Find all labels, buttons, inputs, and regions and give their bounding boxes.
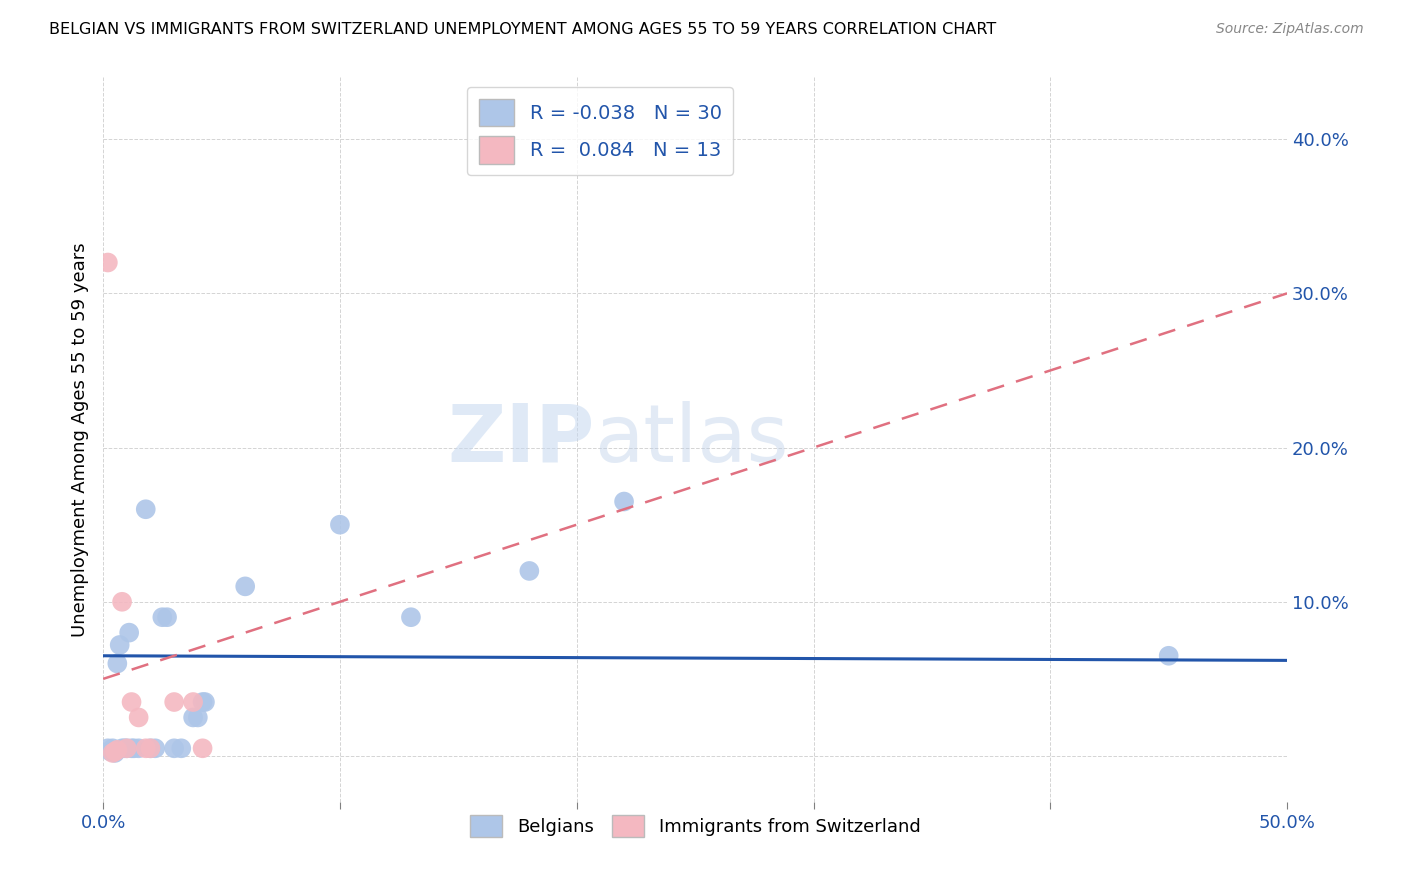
Text: atlas: atlas	[595, 401, 789, 479]
Point	[150, 610, 173, 624]
Point	[135, 502, 157, 516]
Point	[115, 741, 138, 756]
Point	[111, 741, 134, 756]
Point	[105, 743, 128, 757]
Text: ZIP: ZIP	[447, 401, 595, 479]
Point	[194, 695, 217, 709]
Y-axis label: Unemployment Among Ages 55 to 59 years: Unemployment Among Ages 55 to 59 years	[72, 243, 89, 637]
Point	[121, 741, 143, 756]
Point	[187, 710, 209, 724]
Point	[329, 517, 352, 532]
Point	[105, 657, 128, 671]
Point	[111, 595, 134, 609]
Point	[139, 741, 162, 756]
Point	[104, 744, 127, 758]
Point	[613, 494, 636, 508]
Point	[1157, 648, 1180, 663]
Point	[181, 695, 204, 709]
Point	[170, 741, 193, 756]
Point	[128, 741, 150, 756]
Point	[122, 741, 145, 756]
Point	[118, 625, 141, 640]
Point	[181, 710, 204, 724]
Point	[101, 746, 124, 760]
Point	[114, 741, 136, 756]
Point	[156, 610, 179, 624]
Point	[97, 741, 120, 756]
Point	[97, 255, 120, 269]
Point	[233, 579, 256, 593]
Point	[143, 741, 166, 756]
Point	[108, 638, 131, 652]
Point	[101, 741, 124, 756]
Text: Source: ZipAtlas.com: Source: ZipAtlas.com	[1216, 22, 1364, 37]
Point	[163, 741, 186, 756]
Point	[121, 695, 143, 709]
Point	[104, 746, 127, 760]
Point	[191, 741, 214, 756]
Point	[517, 564, 540, 578]
Legend: Belgians, Immigrants from Switzerland: Belgians, Immigrants from Switzerland	[463, 807, 928, 844]
Point	[163, 695, 186, 709]
Point	[191, 695, 214, 709]
Text: BELGIAN VS IMMIGRANTS FROM SWITZERLAND UNEMPLOYMENT AMONG AGES 55 TO 59 YEARS CO: BELGIAN VS IMMIGRANTS FROM SWITZERLAND U…	[49, 22, 997, 37]
Point	[399, 610, 422, 624]
Point	[98, 744, 121, 758]
Point	[135, 741, 157, 756]
Point	[139, 741, 162, 756]
Point	[115, 741, 138, 756]
Point	[128, 710, 150, 724]
